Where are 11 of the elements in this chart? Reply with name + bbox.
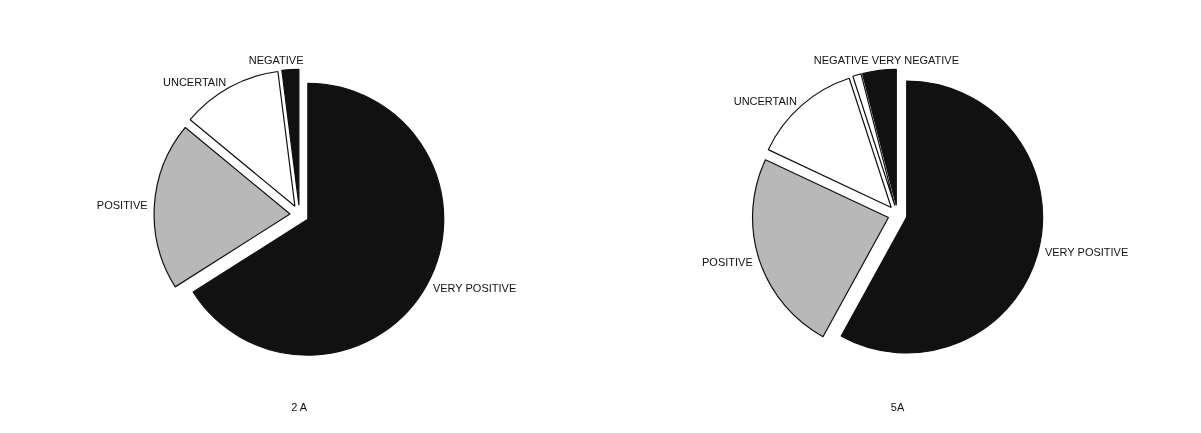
text: 5A [890, 401, 905, 414]
slice-label: POSITIVE [96, 199, 148, 212]
text: 2 A [291, 401, 308, 414]
slice-label: NEGATIVE [248, 54, 304, 67]
slice-label: UNCERTAIN [163, 75, 227, 88]
slice-label: UNCERTAIN [733, 94, 797, 107]
slice-label: VERY NEGATIVE [871, 54, 960, 67]
slice-label: POSITIVE [702, 255, 753, 268]
slice-label: NEGATIVE [813, 54, 869, 67]
slice-label: VERY POSITIVE [432, 281, 517, 294]
slice-label: VERY POSITIVE [1044, 246, 1129, 259]
